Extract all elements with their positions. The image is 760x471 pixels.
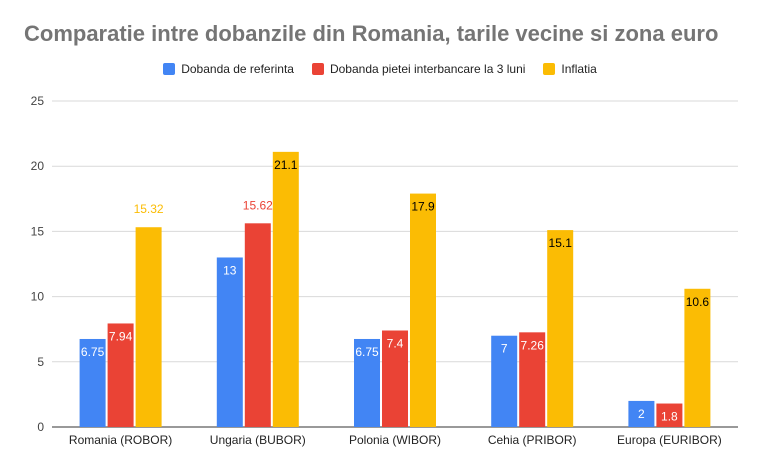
data-label: 6.75: [81, 345, 105, 359]
chart-legend: Dobanda de referinta Dobanda pietei inte…: [0, 62, 760, 76]
legend-label-inflation: Inflatia: [561, 62, 597, 76]
x-tick-label: Polonia (WIBOR): [349, 433, 441, 447]
legend-label-interbank-rate: Dobanda pietei interbancare la 3 luni: [329, 62, 526, 76]
data-label: 15.62: [243, 198, 273, 212]
y-tick-label: 10: [31, 290, 45, 304]
chart-title: Comparatie intre dobanzile din Romania, …: [24, 21, 719, 46]
data-label: 7: [501, 342, 508, 356]
bar: [79, 338, 106, 427]
data-label: 15.1: [549, 236, 573, 250]
data-label: 10.6: [686, 295, 710, 309]
bar: [656, 403, 683, 427]
bar: [491, 335, 518, 427]
x-tick-label: Europa (EURIBOR): [617, 433, 722, 447]
legend-swatch-reference-rate: [163, 63, 176, 75]
bar: [107, 323, 134, 427]
y-tick-label: 0: [37, 420, 44, 434]
legend-item-interbank-rate[interactable]: Dobanda pietei interbancare la 3 luni: [311, 62, 526, 76]
bar: [272, 151, 299, 427]
bar: [628, 400, 655, 427]
data-label: 17.9: [411, 200, 435, 214]
legend-swatch-inflation: [543, 63, 556, 75]
y-tick-label: 25: [31, 94, 45, 108]
data-label: 15.32: [134, 202, 164, 216]
legend-label-reference-rate: Dobanda de referinta: [181, 62, 294, 76]
bar: [244, 223, 271, 427]
data-label: 7.94: [109, 329, 133, 343]
data-label: 7.26: [521, 338, 545, 352]
bar: [135, 227, 162, 427]
x-tick-label: Ungaria (BUBOR): [210, 433, 306, 447]
x-tick-label: Cehia (PRIBOR): [488, 433, 577, 447]
bar: [547, 230, 574, 427]
data-label: 6.75: [355, 345, 379, 359]
data-label: 13: [223, 263, 237, 277]
legend-item-inflation[interactable]: Inflatia: [543, 62, 597, 76]
data-label: 21.1: [274, 158, 298, 172]
legend-swatch-interbank-rate: [311, 63, 324, 75]
y-tick-label: 20: [31, 159, 45, 173]
y-tick-label: 15: [31, 224, 45, 238]
bar: [216, 257, 243, 427]
legend-item-reference-rate[interactable]: Dobanda de referinta: [163, 62, 294, 76]
bar: [684, 288, 711, 427]
data-label: 1.8: [661, 410, 678, 424]
bar: [354, 338, 380, 427]
y-tick-label: 5: [37, 355, 44, 369]
x-tick-label: Romania (ROBOR): [69, 433, 172, 447]
bar: [410, 193, 436, 427]
bar: [519, 332, 546, 427]
data-label: 7.4: [387, 337, 404, 351]
data-label: 2: [638, 407, 645, 421]
bar: [382, 330, 408, 427]
